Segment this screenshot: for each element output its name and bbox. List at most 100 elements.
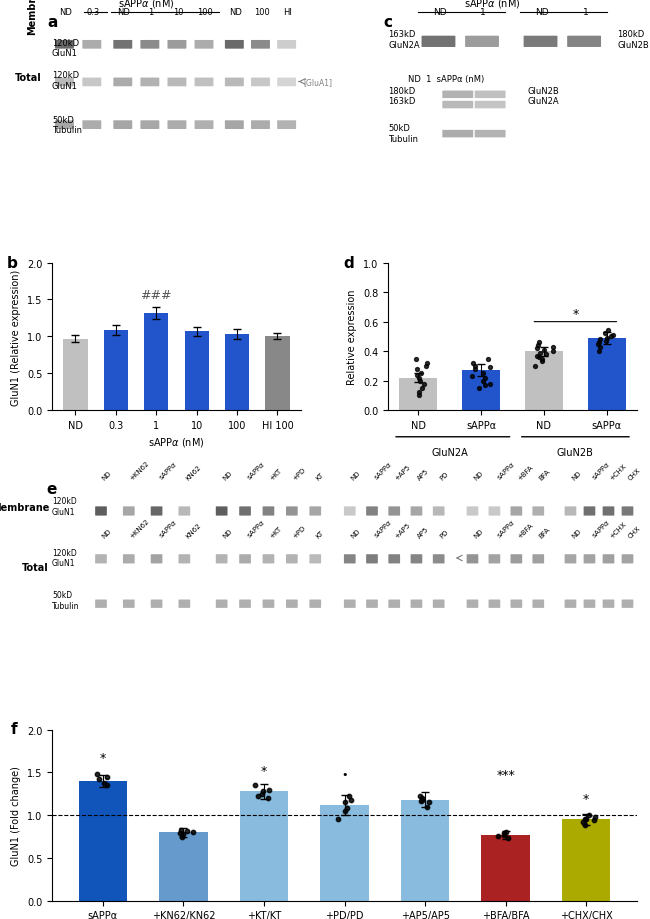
Text: 10: 10 xyxy=(173,7,183,17)
Text: ND: ND xyxy=(101,470,112,482)
FancyBboxPatch shape xyxy=(584,600,595,608)
Point xyxy=(601,335,611,349)
Text: 120kD
GluN1: 120kD GluN1 xyxy=(52,548,77,568)
Point xyxy=(535,346,545,360)
FancyBboxPatch shape xyxy=(366,600,378,608)
FancyBboxPatch shape xyxy=(510,506,522,516)
FancyBboxPatch shape xyxy=(474,102,506,109)
Text: sAPP$\alpha$: sAPP$\alpha$ xyxy=(590,459,612,482)
FancyBboxPatch shape xyxy=(344,600,356,608)
FancyBboxPatch shape xyxy=(433,555,445,564)
Text: ND: ND xyxy=(222,528,233,539)
FancyBboxPatch shape xyxy=(239,555,251,564)
Text: CHX: CHX xyxy=(627,525,642,539)
FancyBboxPatch shape xyxy=(489,555,500,564)
Text: PD: PD xyxy=(439,471,450,482)
Text: ND: ND xyxy=(101,528,112,539)
Bar xyxy=(562,820,610,901)
Point xyxy=(580,811,590,826)
Bar xyxy=(588,338,626,411)
FancyBboxPatch shape xyxy=(532,555,544,564)
Text: Total: Total xyxy=(22,562,49,572)
Point xyxy=(415,374,425,389)
FancyBboxPatch shape xyxy=(565,600,577,608)
Point xyxy=(478,374,488,389)
Text: sAPP$\alpha$: sAPP$\alpha$ xyxy=(372,516,395,539)
Text: KT: KT xyxy=(315,471,326,482)
Text: c: c xyxy=(383,15,392,30)
Point xyxy=(606,330,617,345)
FancyBboxPatch shape xyxy=(123,600,135,608)
FancyBboxPatch shape xyxy=(95,600,107,608)
Text: ND: ND xyxy=(59,7,72,17)
FancyBboxPatch shape xyxy=(123,555,135,564)
FancyBboxPatch shape xyxy=(55,78,74,87)
Bar xyxy=(185,332,209,411)
Bar xyxy=(225,335,249,411)
Text: ND: ND xyxy=(571,528,582,539)
FancyBboxPatch shape xyxy=(443,92,473,99)
FancyBboxPatch shape xyxy=(411,555,422,564)
Point xyxy=(532,342,542,357)
Point xyxy=(593,337,604,352)
FancyBboxPatch shape xyxy=(510,555,522,564)
Text: +CHX: +CHX xyxy=(608,521,627,539)
Text: ND: ND xyxy=(571,470,582,482)
FancyBboxPatch shape xyxy=(83,121,101,130)
Point xyxy=(534,335,545,350)
FancyBboxPatch shape xyxy=(411,600,422,608)
FancyBboxPatch shape xyxy=(194,41,213,50)
Point xyxy=(344,789,354,804)
Bar xyxy=(320,805,369,901)
FancyBboxPatch shape xyxy=(621,506,633,516)
Point xyxy=(413,386,424,401)
Point xyxy=(469,359,480,374)
Bar xyxy=(144,313,168,411)
Point xyxy=(474,381,484,396)
FancyBboxPatch shape xyxy=(344,555,356,564)
Bar xyxy=(79,781,127,901)
Text: 100: 100 xyxy=(198,7,213,17)
Point xyxy=(417,791,427,806)
Y-axis label: Relative expression: Relative expression xyxy=(347,289,358,385)
Point xyxy=(500,825,511,840)
Point xyxy=(577,815,588,830)
Text: sAPP$\alpha$: sAPP$\alpha$ xyxy=(245,459,268,482)
Point xyxy=(416,793,426,808)
Text: ND: ND xyxy=(229,7,242,17)
FancyBboxPatch shape xyxy=(55,41,74,50)
Text: sAPP$\alpha$ (nM): sAPP$\alpha$ (nM) xyxy=(118,0,175,10)
Point xyxy=(478,367,488,381)
Point xyxy=(467,369,477,384)
FancyBboxPatch shape xyxy=(263,555,274,564)
Point xyxy=(594,345,604,359)
Point xyxy=(411,368,422,382)
FancyBboxPatch shape xyxy=(277,121,296,130)
Bar xyxy=(265,337,290,411)
FancyBboxPatch shape xyxy=(433,506,445,516)
Point xyxy=(541,347,552,362)
FancyBboxPatch shape xyxy=(422,37,456,48)
Point xyxy=(539,343,549,357)
Text: KN62: KN62 xyxy=(185,522,202,539)
Bar xyxy=(525,352,563,411)
FancyBboxPatch shape xyxy=(194,121,213,130)
Point xyxy=(581,812,592,827)
Text: sAPP$\alpha$: sAPP$\alpha$ xyxy=(495,516,517,539)
FancyBboxPatch shape xyxy=(55,121,74,130)
Point xyxy=(607,328,618,343)
Text: +AP5: +AP5 xyxy=(394,464,412,482)
FancyBboxPatch shape xyxy=(603,555,614,564)
FancyBboxPatch shape xyxy=(216,600,228,608)
Text: +KT: +KT xyxy=(268,468,283,482)
FancyBboxPatch shape xyxy=(277,41,296,50)
Point xyxy=(493,828,503,843)
Point xyxy=(503,831,514,845)
Point xyxy=(414,371,424,386)
Point xyxy=(342,801,352,816)
Text: sAPP$\alpha$: sAPP$\alpha$ xyxy=(245,516,268,539)
Point xyxy=(595,340,605,355)
Text: Total: Total xyxy=(16,74,42,83)
Bar xyxy=(401,800,449,901)
Point xyxy=(102,769,112,784)
